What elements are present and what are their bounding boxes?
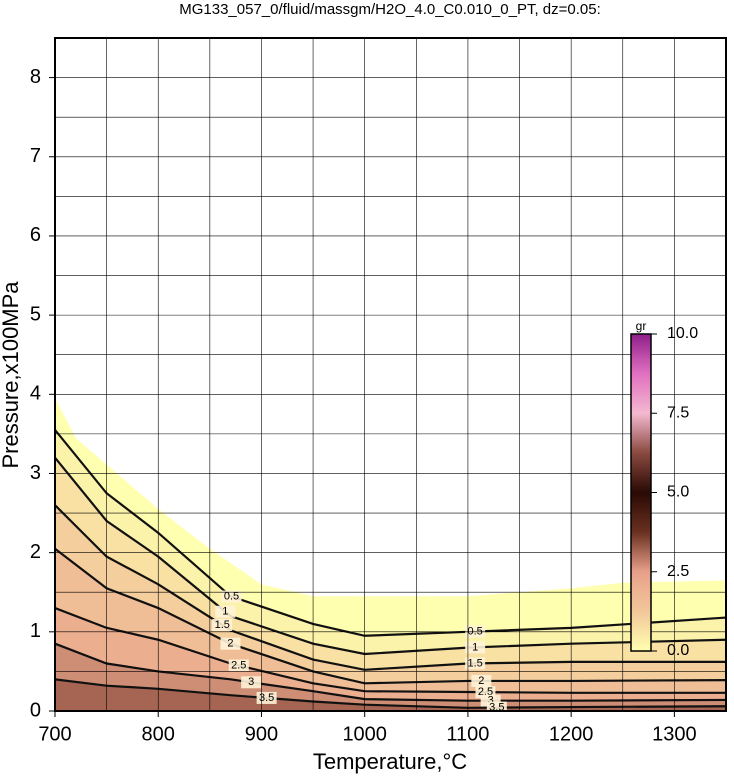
y-tick-label: 0	[30, 699, 41, 721]
contour-label-bg	[215, 605, 236, 618]
x-tick-label: 1100	[446, 723, 489, 745]
contour-label: 2.5	[231, 659, 246, 671]
y-axis-label: Pressure,x100MPa	[0, 281, 23, 469]
x-tick-label: 1300	[652, 723, 697, 745]
x-tick-label: 1000	[342, 723, 387, 745]
contour-label: 3	[248, 676, 254, 688]
contour-label: 1.5	[215, 619, 230, 631]
colorbar-tick-label: 7.5	[667, 404, 689, 421]
x-tick-label: 800	[142, 723, 175, 745]
contour-label-bg	[471, 674, 492, 687]
y-tick-label: 4	[30, 383, 41, 405]
contour-label-bg	[212, 618, 233, 631]
colorbar-tick-label: 5.0	[667, 484, 689, 501]
plot-frame	[54, 37, 727, 712]
contour-label-bg	[465, 641, 486, 654]
contour-label-bg	[228, 659, 249, 672]
contour-label-bg	[465, 657, 486, 670]
colorbar-tick-label: 0.0	[667, 642, 689, 659]
contour-label: 2	[478, 675, 484, 687]
y-tick-label: 6	[30, 224, 41, 246]
y-tick-label: 3	[30, 462, 41, 484]
contour-label: 3.5	[259, 692, 274, 704]
x-tick-label: 700	[38, 723, 71, 745]
contour-label-bg	[220, 637, 241, 650]
contour-label: 2	[227, 638, 233, 650]
contour-label: 3.5	[489, 702, 504, 714]
contour-label: 1	[472, 641, 478, 653]
contour-label: 1	[222, 606, 228, 618]
y-tick-label: 5	[30, 303, 41, 325]
colorbar-tick-label: 10.0	[667, 325, 698, 342]
contour-label: 0.5	[468, 625, 483, 637]
y-tick-label: 2	[30, 541, 41, 563]
contour-label-bg	[221, 590, 242, 603]
chart-title: MG133_057_0/fluid/massgm/H2O_4.0_C0.010_…	[179, 1, 601, 18]
x-axis-label: Temperature,°C	[313, 749, 467, 774]
x-tick-label: 900	[245, 723, 278, 745]
colorbar	[630, 333, 652, 652]
contour-label: 0.5	[224, 590, 239, 602]
x-tick-label: 1200	[549, 723, 594, 745]
colorbar-tick-label: 2.5	[667, 563, 689, 580]
y-tick-label: 7	[30, 145, 41, 167]
y-tick-label: 1	[30, 620, 41, 642]
contour-label-bg	[486, 701, 507, 711]
contour-label: 1.5	[468, 657, 483, 669]
contour-label: 3	[488, 695, 494, 707]
y-tick-label: 8	[30, 66, 41, 88]
contour-band	[55, 679, 726, 711]
contour-label-bg	[241, 676, 262, 689]
colorbar-label: gr	[636, 319, 647, 333]
